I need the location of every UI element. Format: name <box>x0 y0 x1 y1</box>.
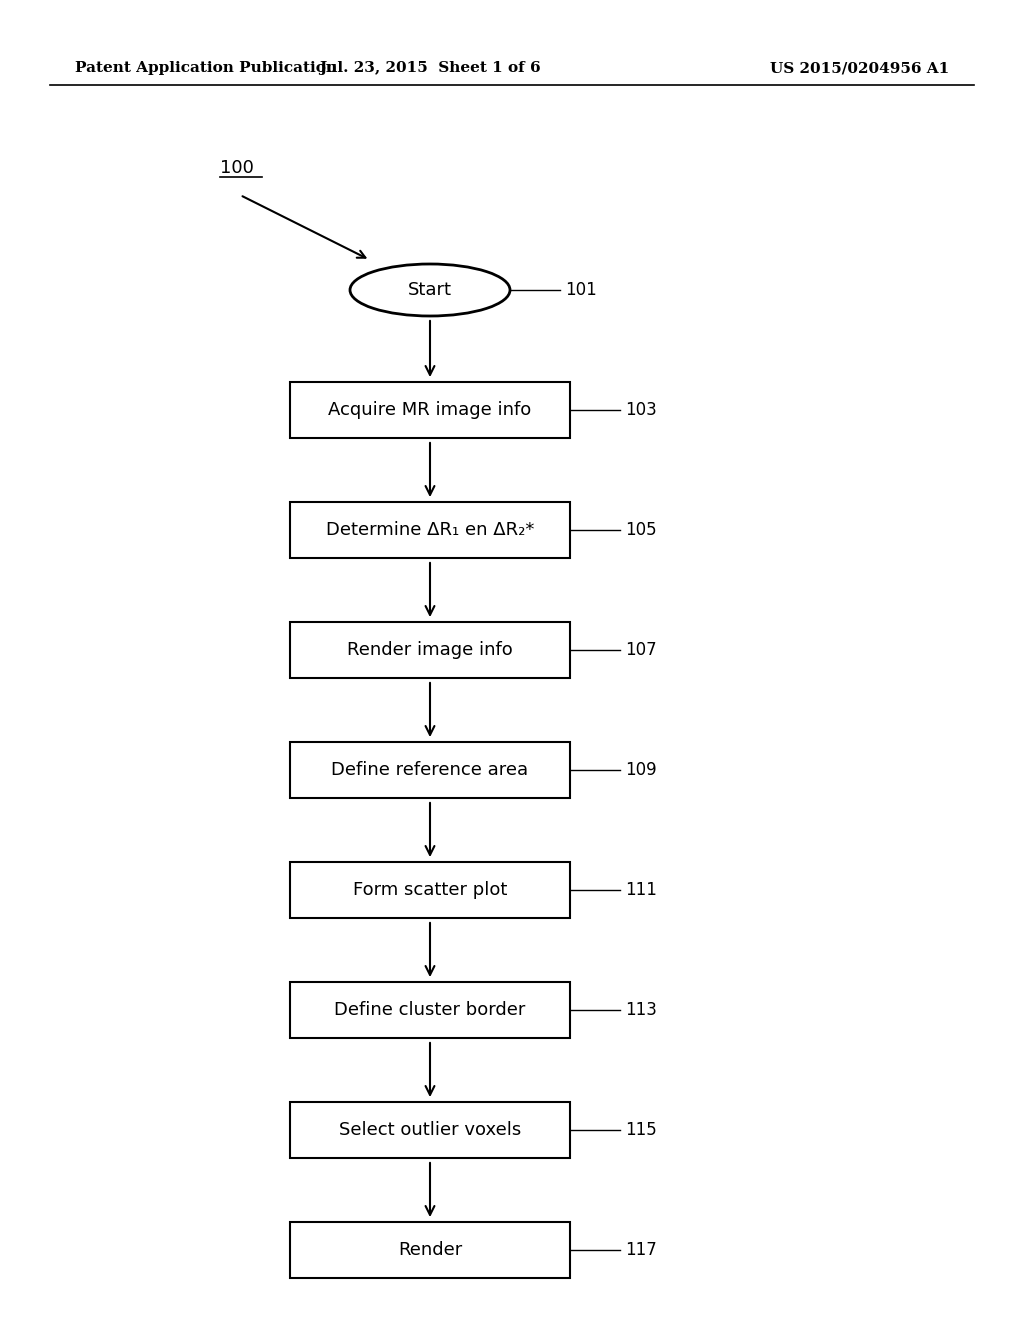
Text: Patent Application Publication: Patent Application Publication <box>75 61 337 75</box>
Text: Render image info: Render image info <box>347 642 513 659</box>
Text: 111: 111 <box>625 880 656 899</box>
Text: 105: 105 <box>625 521 656 539</box>
FancyBboxPatch shape <box>290 1102 570 1158</box>
FancyBboxPatch shape <box>290 862 570 917</box>
Text: Render: Render <box>398 1241 462 1259</box>
Text: 115: 115 <box>625 1121 656 1139</box>
Text: 101: 101 <box>565 281 597 300</box>
FancyBboxPatch shape <box>290 982 570 1038</box>
Ellipse shape <box>350 264 510 315</box>
FancyBboxPatch shape <box>290 381 570 438</box>
Text: 107: 107 <box>625 642 656 659</box>
Text: 113: 113 <box>625 1001 656 1019</box>
Text: Start: Start <box>408 281 452 300</box>
Text: Form scatter plot: Form scatter plot <box>353 880 507 899</box>
FancyBboxPatch shape <box>290 502 570 558</box>
FancyBboxPatch shape <box>290 742 570 799</box>
Text: Define cluster border: Define cluster border <box>334 1001 525 1019</box>
Text: Determine ΔR₁ en ΔR₂*: Determine ΔR₁ en ΔR₂* <box>326 521 535 539</box>
Text: US 2015/0204956 A1: US 2015/0204956 A1 <box>770 61 949 75</box>
Text: Jul. 23, 2015  Sheet 1 of 6: Jul. 23, 2015 Sheet 1 of 6 <box>319 61 541 75</box>
Text: 109: 109 <box>625 762 656 779</box>
Text: 100: 100 <box>220 158 254 177</box>
FancyBboxPatch shape <box>290 622 570 678</box>
Text: 103: 103 <box>625 401 656 418</box>
Text: 117: 117 <box>625 1241 656 1259</box>
Text: Acquire MR image info: Acquire MR image info <box>329 401 531 418</box>
Text: Select outlier voxels: Select outlier voxels <box>339 1121 521 1139</box>
FancyBboxPatch shape <box>290 1222 570 1278</box>
Text: Define reference area: Define reference area <box>332 762 528 779</box>
